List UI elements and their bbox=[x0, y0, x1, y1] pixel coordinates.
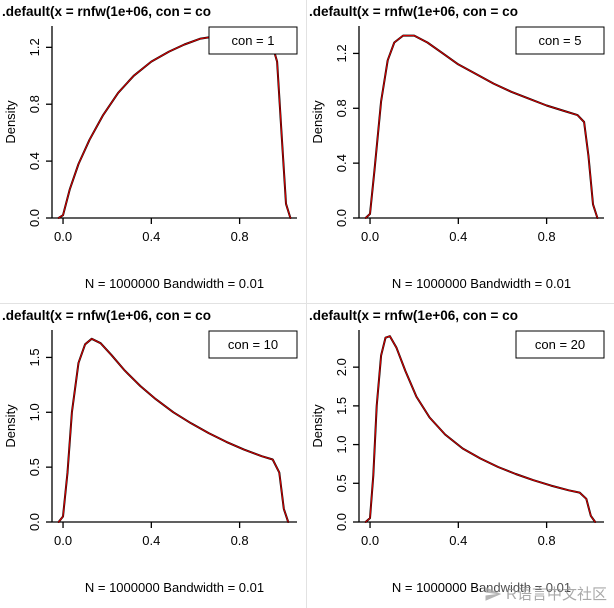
y-tick-label: 0.0 bbox=[27, 209, 42, 227]
y-axis-label: Density bbox=[3, 404, 18, 448]
density-plot-con5-svg: .default(x = rnfw(1e+06, con = co 0.0 0.4 0… bbox=[309, 4, 605, 291]
x-tick-label: 0.8 bbox=[231, 229, 249, 244]
y-tick-label: 0.8 bbox=[27, 95, 42, 113]
y-tick-label: 0.4 bbox=[27, 152, 42, 170]
plot-title: .default(x = rnfw(1e+06, con = co bbox=[309, 308, 518, 323]
y-tick-label: 1.2 bbox=[334, 44, 349, 62]
density-plot-con20-svg: .default(x = rnfw(1e+06, con = co 0.0 0.4 0… bbox=[309, 308, 605, 595]
y-tick-label: 0.0 bbox=[27, 513, 42, 531]
density-curve-black bbox=[364, 34, 599, 219]
y-tick-label: 2.0 bbox=[334, 358, 349, 376]
x-tick-label: 0.4 bbox=[449, 533, 467, 548]
legend-label: con = 10 bbox=[228, 337, 278, 352]
legend-box bbox=[515, 26, 605, 55]
x-tick-label: 0.8 bbox=[538, 533, 556, 548]
y-tick-label: 1.5 bbox=[27, 348, 42, 366]
x-tick-label: 0.0 bbox=[54, 533, 72, 548]
density-plot-con1-svg: .default(x = rnfw(1e+06, con = co 0.0 0.4 0… bbox=[2, 4, 298, 291]
y-tick-label: 0.0 bbox=[334, 513, 349, 531]
x-tick-label: 0.0 bbox=[361, 533, 379, 548]
density-panel-con20: .default(x = rnfw(1e+06, con = co 0.0 0.4 0… bbox=[307, 304, 614, 608]
y-axis-label: Density bbox=[3, 100, 18, 144]
plot-subtitle: N = 1000000 Bandwidth = 0.01 bbox=[85, 276, 264, 291]
x-tick-label: 0.4 bbox=[449, 229, 467, 244]
y-tick-label: 0.5 bbox=[334, 474, 349, 492]
density-curve-red bbox=[58, 32, 291, 219]
density-plot-con10-svg: .default(x = rnfw(1e+06, con = co 0.0 0.4 0… bbox=[2, 308, 298, 595]
y-axis-label: Density bbox=[310, 404, 325, 448]
y-tick-label: 1.0 bbox=[27, 403, 42, 421]
density-panel-con1: .default(x = rnfw(1e+06, con = co 0.0 0.4 0… bbox=[0, 0, 307, 304]
plot-subtitle: N = 1000000 Bandwidth = 0.01 bbox=[392, 580, 571, 595]
x-tick-label: 0.0 bbox=[54, 229, 72, 244]
y-tick-label: 0.8 bbox=[334, 99, 349, 117]
legend-box bbox=[208, 26, 298, 55]
density-panel-con10: .default(x = rnfw(1e+06, con = co 0.0 0.4 0… bbox=[0, 304, 307, 608]
y-tick-label: 0.0 bbox=[334, 209, 349, 227]
legend-box bbox=[208, 330, 298, 359]
y-tick-label: 1.2 bbox=[27, 38, 42, 56]
y-tick-label: 0.5 bbox=[27, 458, 42, 476]
plot-subtitle: N = 1000000 Bandwidth = 0.01 bbox=[85, 580, 264, 595]
plot-subtitle: N = 1000000 Bandwidth = 0.01 bbox=[392, 276, 571, 291]
legend-label: con = 5 bbox=[538, 33, 581, 48]
density-curve-black bbox=[364, 335, 597, 523]
y-tick-label: 0.4 bbox=[334, 154, 349, 172]
density-curve-black bbox=[57, 32, 292, 219]
plot-title: .default(x = rnfw(1e+06, con = co bbox=[309, 4, 518, 19]
plot-title: .default(x = rnfw(1e+06, con = co bbox=[2, 4, 211, 19]
x-tick-label: 0.4 bbox=[142, 533, 160, 548]
legend-label: con = 20 bbox=[535, 337, 585, 352]
density-curve-red bbox=[365, 335, 596, 523]
density-curve-red bbox=[365, 35, 598, 219]
plot-title: .default(x = rnfw(1e+06, con = co bbox=[2, 308, 211, 323]
x-tick-label: 0.8 bbox=[538, 229, 556, 244]
y-axis-label: Density bbox=[310, 100, 325, 144]
x-tick-label: 0.4 bbox=[142, 229, 160, 244]
density-curve-black bbox=[57, 337, 290, 523]
density-panel-con5: .default(x = rnfw(1e+06, con = co 0.0 0.4 0… bbox=[307, 0, 614, 304]
legend-label: con = 1 bbox=[231, 33, 274, 48]
legend-box bbox=[515, 330, 605, 359]
x-tick-label: 0.0 bbox=[361, 229, 379, 244]
density-curve-red bbox=[58, 338, 289, 523]
y-tick-label: 1.0 bbox=[334, 436, 349, 454]
x-tick-label: 0.8 bbox=[231, 533, 249, 548]
y-tick-label: 1.5 bbox=[334, 397, 349, 415]
